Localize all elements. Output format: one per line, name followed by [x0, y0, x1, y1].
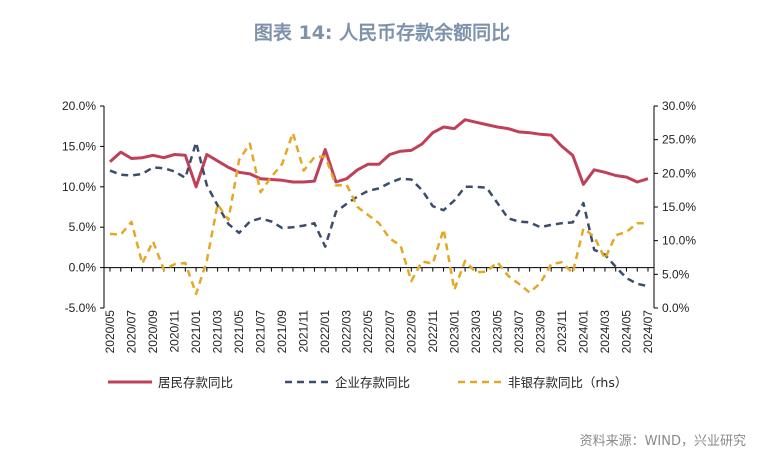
y-right-tick-label: 10.0% — [662, 234, 696, 248]
x-tick-label: 2020/11 — [168, 310, 182, 353]
series-line-2 — [109, 141, 649, 288]
x-tick-label: 2020/09 — [146, 310, 160, 354]
x-tick-label: 2024/05 — [619, 310, 633, 354]
x-tick-label: 2022/05 — [361, 310, 375, 354]
x-tick-label: 2021/01 — [189, 310, 203, 354]
series-line-3 — [109, 131, 648, 296]
y-right-tick-label: 20.0% — [662, 166, 696, 180]
x-tick-label: 2021/11 — [297, 310, 311, 353]
x-tick-label: 2021/05 — [232, 310, 246, 354]
legend-label-1: 居民存款同比 — [158, 375, 233, 390]
series-line-1 — [108, 118, 649, 189]
chart-title: 图表 14: 人民币存款余额同比 — [253, 22, 511, 44]
x-tick-label: 2024/03 — [598, 310, 612, 354]
x-tick-label: 2021/07 — [254, 310, 268, 354]
x-tick-label: 2023/03 — [469, 310, 483, 354]
x-tick-label: 2022/03 — [340, 310, 354, 354]
y-left-tick-label: 5.0% — [69, 220, 97, 234]
x-tick-label: 2022/11 — [426, 310, 440, 353]
x-tick-label: 2022/09 — [404, 310, 418, 354]
x-tick-label: 2020/07 — [125, 310, 139, 354]
x-tick-label: 2024/07 — [641, 310, 655, 354]
x-tick-label: 2023/07 — [512, 310, 526, 354]
y-right-tick-label: 5.0% — [662, 267, 690, 281]
x-tick-label: 2021/09 — [275, 310, 289, 354]
x-tick-label: 2020/05 — [103, 310, 117, 354]
y-right-tick-label: 0.0% — [662, 301, 690, 315]
y-left-tick-label: -5.0% — [65, 301, 97, 315]
y-left-tick-label: 0.0% — [69, 261, 97, 275]
x-tick-label: 2023/11 — [555, 310, 569, 353]
x-tick-label: 2022/07 — [383, 310, 397, 354]
y-left-tick-label: 15.0% — [62, 139, 96, 153]
legend-label-2: 企业存款同比 — [335, 375, 410, 390]
y-right-tick-label: 25.0% — [662, 133, 696, 147]
x-tick-label: 2023/09 — [533, 310, 547, 354]
y-right-tick-label: 30.0% — [662, 99, 696, 113]
y-left-tick-label: 10.0% — [62, 180, 96, 194]
source-note: 资料来源：WIND，兴业研究 — [579, 434, 746, 449]
x-tick-label: 2023/05 — [490, 310, 504, 354]
legend-label-3: 非银存款同比（rhs） — [508, 375, 627, 390]
x-tick-label: 2021/03 — [211, 310, 225, 354]
x-tick-label: 2024/01 — [576, 310, 590, 354]
y-left-tick-label: 20.0% — [62, 99, 96, 113]
x-tick-label: 2022/01 — [318, 310, 332, 354]
y-right-tick-label: 15.0% — [662, 200, 696, 214]
x-tick-label: 2023/01 — [447, 310, 461, 354]
